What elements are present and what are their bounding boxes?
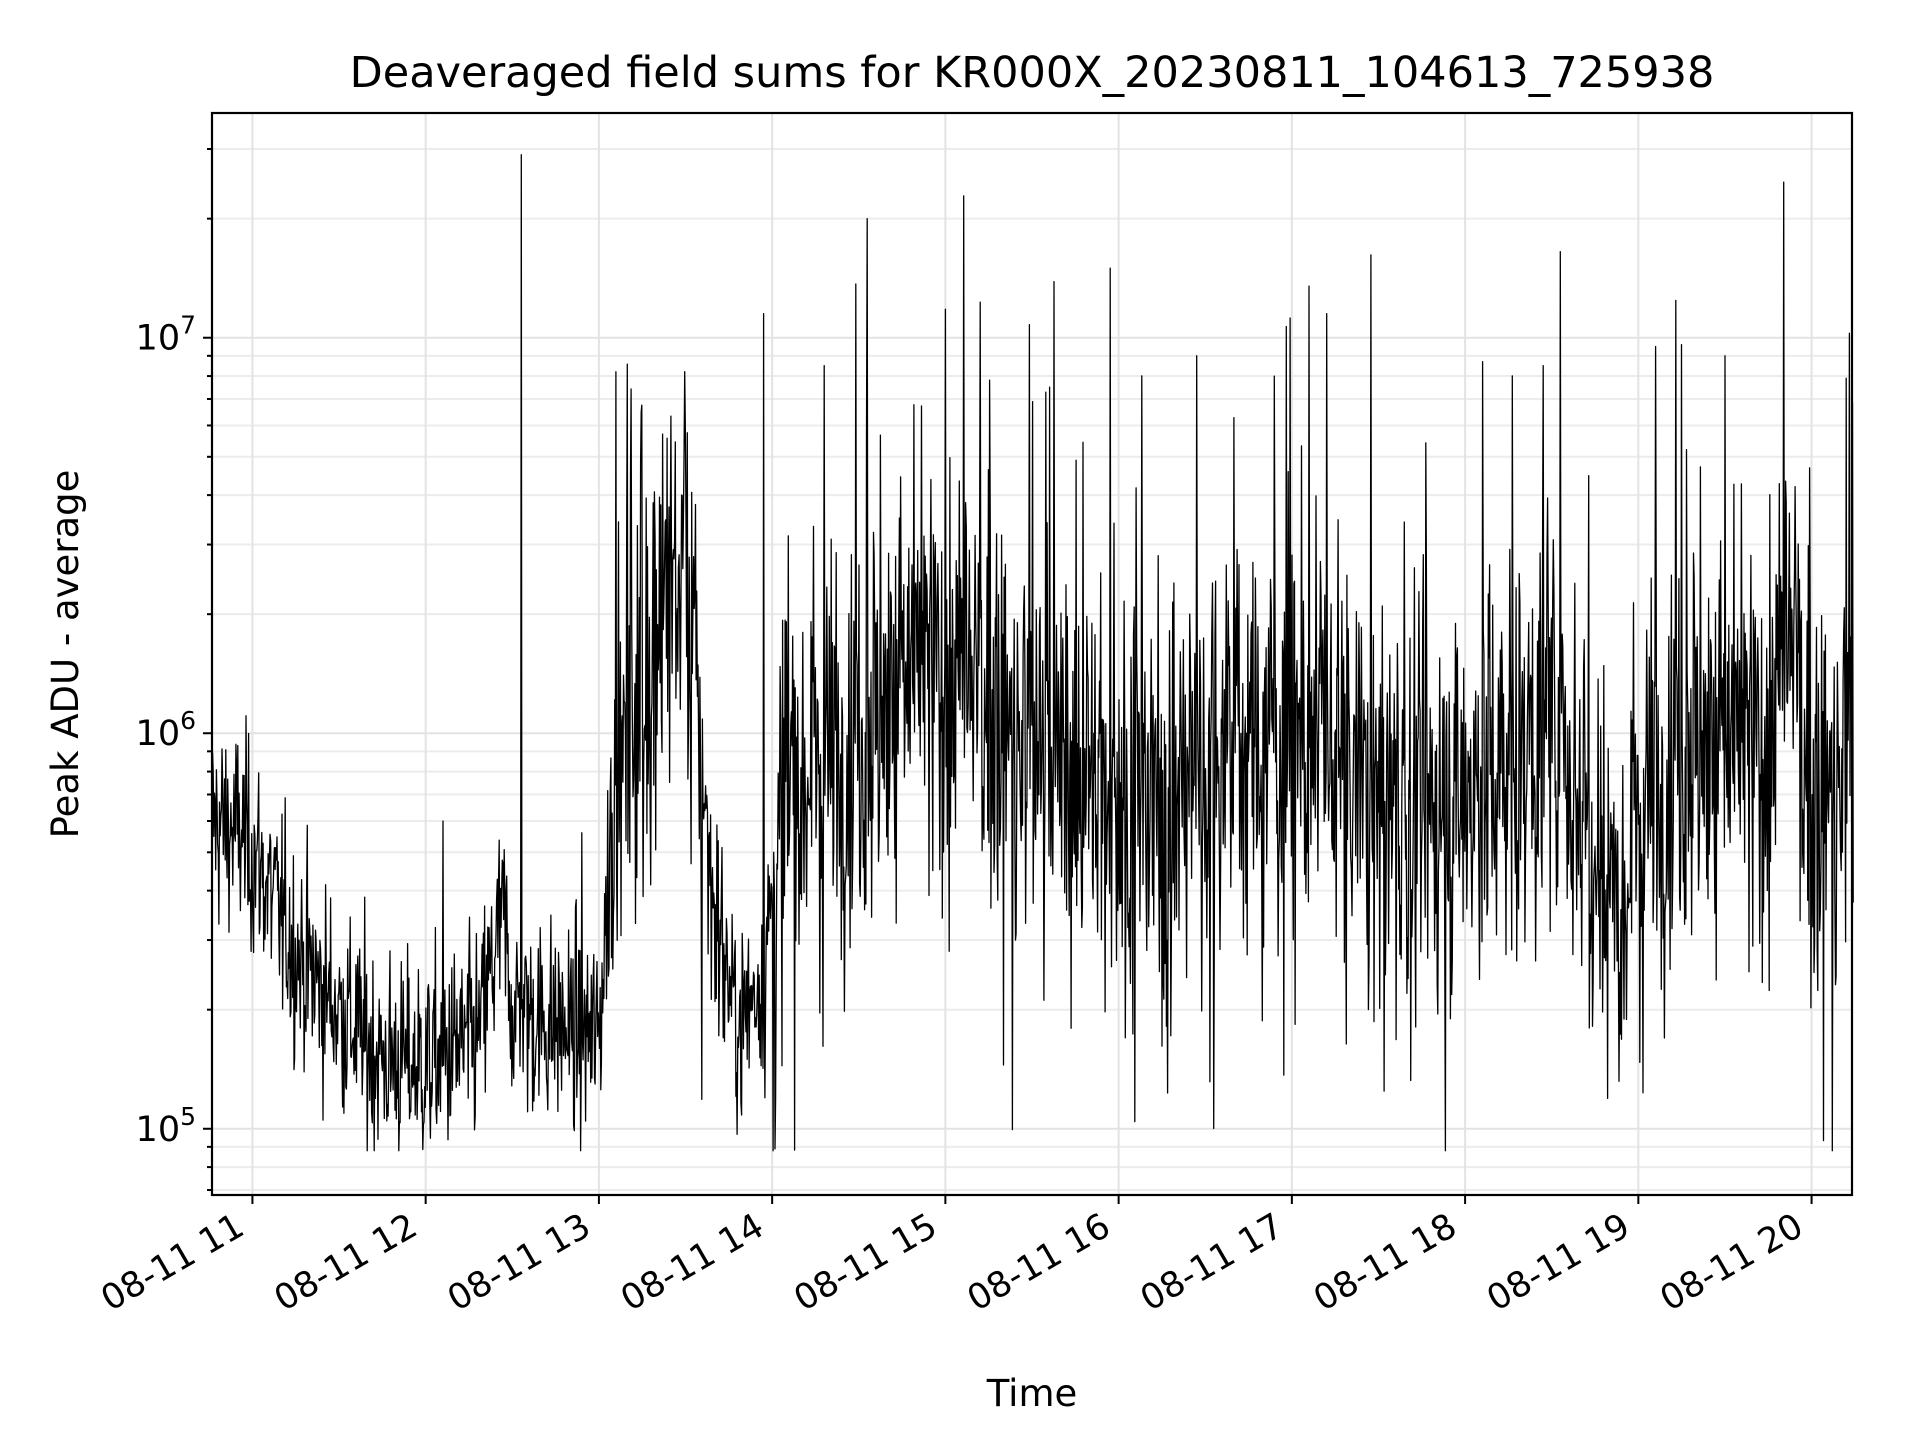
x-tick-label: 08-11 16 bbox=[961, 1206, 1117, 1319]
x-tick-label: 08-11 13 bbox=[441, 1206, 597, 1319]
x-tick-label: 08-11 17 bbox=[1134, 1206, 1290, 1319]
x-axis-label: Time bbox=[986, 1372, 1078, 1415]
axis-ticks bbox=[203, 148, 1813, 1204]
x-tick-label: 08-11 14 bbox=[614, 1206, 770, 1319]
y-tick-label: 107 bbox=[136, 311, 196, 359]
y-tick-label: 106 bbox=[136, 706, 196, 754]
y-axis-label: Peak ADU - average bbox=[44, 470, 87, 839]
x-tick-label: 08-11 18 bbox=[1307, 1206, 1463, 1319]
series-line bbox=[211, 154, 1854, 1152]
x-tick-label: 08-11 20 bbox=[1654, 1206, 1810, 1319]
x-tick-label: 08-11 11 bbox=[95, 1206, 251, 1319]
y-tick-label: 105 bbox=[136, 1102, 196, 1150]
plot-frame bbox=[210, 111, 1854, 1197]
x-tick-label: 08-11 15 bbox=[788, 1206, 944, 1319]
chart-title: Deaveraged field sums for KR000X_2023081… bbox=[350, 48, 1715, 98]
y-tick-labels: 105 106 107 bbox=[136, 311, 196, 1150]
x-tick-labels: 08-11 11 08-11 12 08-11 13 08-11 14 08-11 15… bbox=[95, 1206, 1810, 1319]
x-tick-label: 08-11 19 bbox=[1481, 1206, 1637, 1319]
x-tick-label: 08-11 12 bbox=[268, 1206, 424, 1319]
